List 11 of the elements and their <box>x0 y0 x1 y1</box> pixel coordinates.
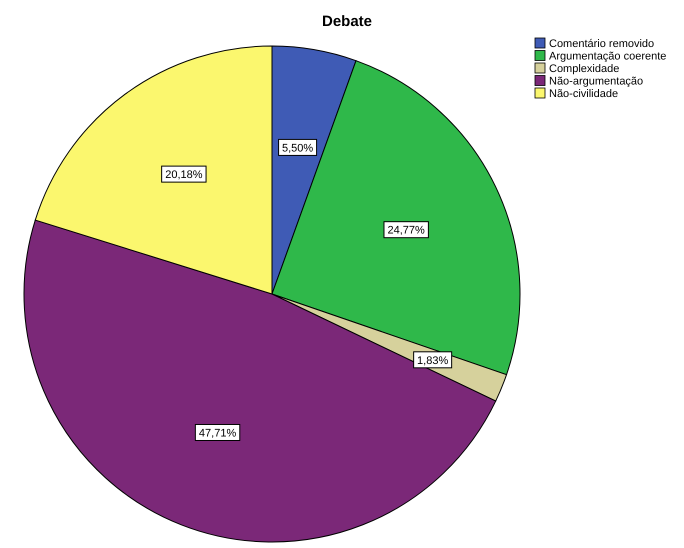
data-label: 20,18% <box>165 169 203 182</box>
data-label: 5,50% <box>282 142 314 154</box>
legend-label: Comentário removido <box>549 38 654 50</box>
data-label: 24,77% <box>388 224 426 237</box>
legend-label: Não-civilidade <box>549 88 618 100</box>
legend-label: Não-argumentação <box>549 76 644 88</box>
data-label: 1,83% <box>417 354 448 367</box>
legend-label: Argumentação coerente <box>549 50 666 62</box>
legend-label: Complexidade <box>549 63 620 75</box>
data-label: 47,71% <box>198 427 236 440</box>
chart-title: Debate <box>322 13 372 30</box>
